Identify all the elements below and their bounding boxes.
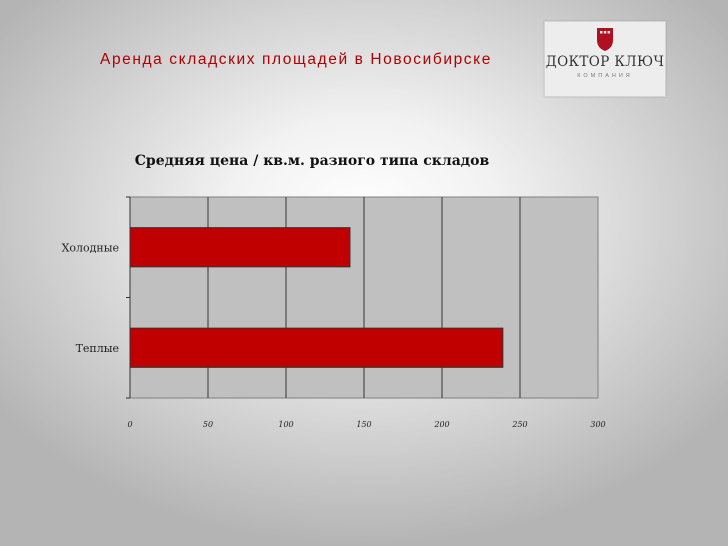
x-tick-label: 150 (356, 420, 371, 429)
plot-area: Холодные Теплые 0 50 100 150 200 250 300 (62, 196, 606, 429)
slide-title: Аренда складских площадей в Новосибирске (100, 51, 492, 68)
category-label: Холодные (62, 241, 119, 254)
bar (129, 227, 351, 268)
bar (129, 327, 504, 368)
logo-name: ДОКТОР КЛЮЧ (545, 54, 665, 70)
x-tick-label: 100 (278, 420, 293, 429)
x-tick-label: 300 (590, 420, 605, 429)
x-tick-label: 200 (433, 420, 449, 429)
shield-icon (597, 28, 613, 51)
x-tick-label: 250 (511, 420, 527, 429)
logo-subtitle: КОМПАНИЯ (577, 73, 633, 79)
company-logo: ДОКТОР КЛЮЧ КОМПАНИЯ (544, 21, 666, 97)
category-label: Теплые (76, 342, 119, 355)
x-tick-label: 50 (203, 420, 213, 429)
chart-title: Средняя цена / кв.м. разного типа складо… (135, 153, 490, 169)
x-tick-label: 0 (127, 420, 132, 429)
